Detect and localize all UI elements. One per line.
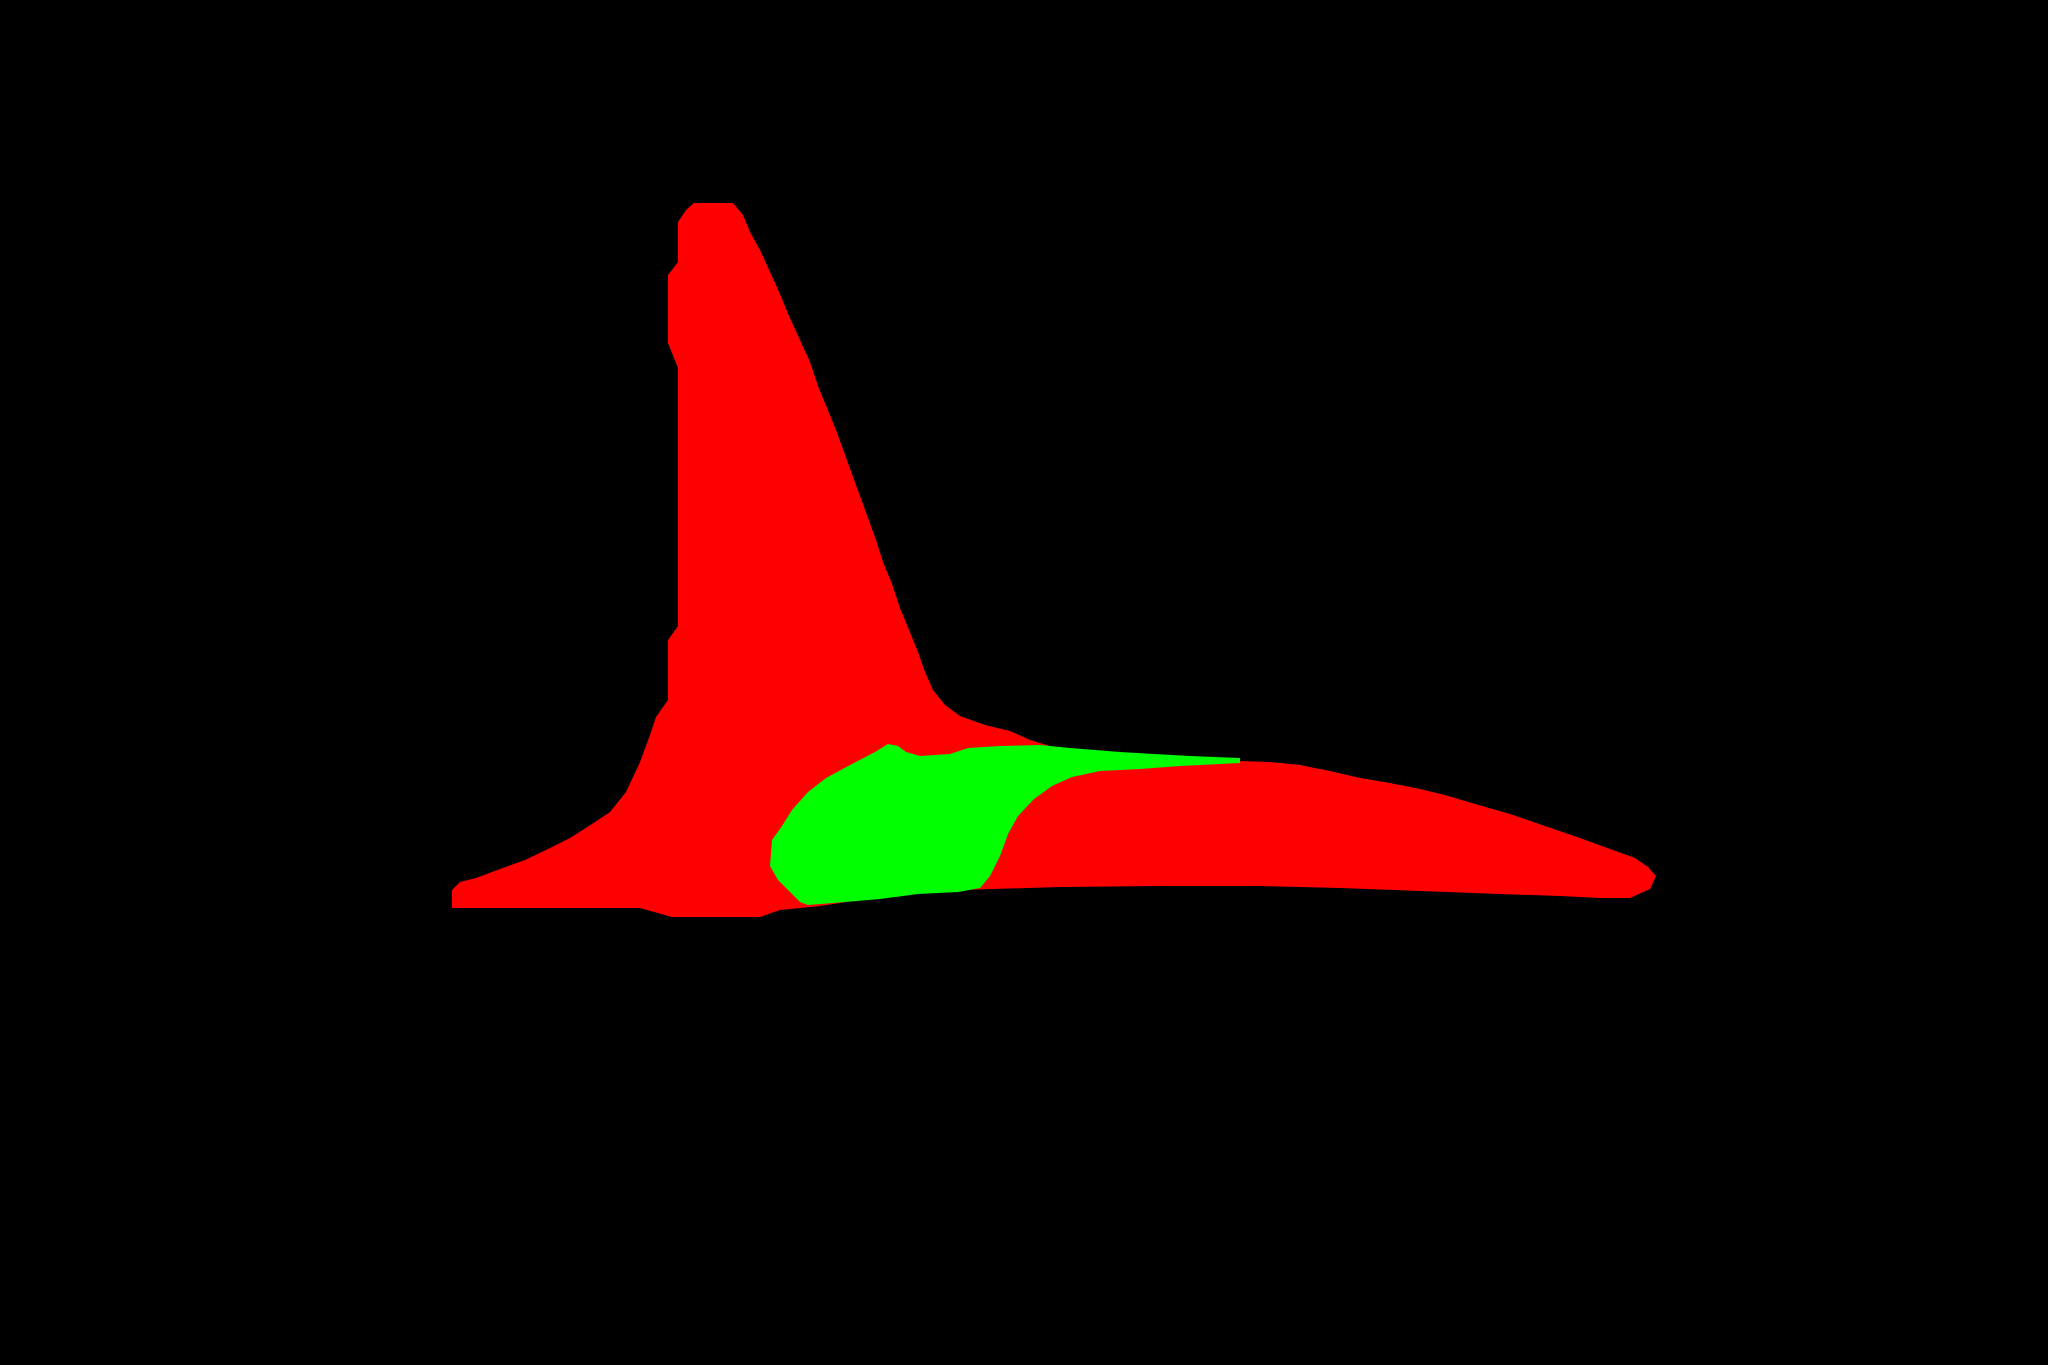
green-region [770, 744, 1240, 905]
red-region [452, 203, 1656, 917]
